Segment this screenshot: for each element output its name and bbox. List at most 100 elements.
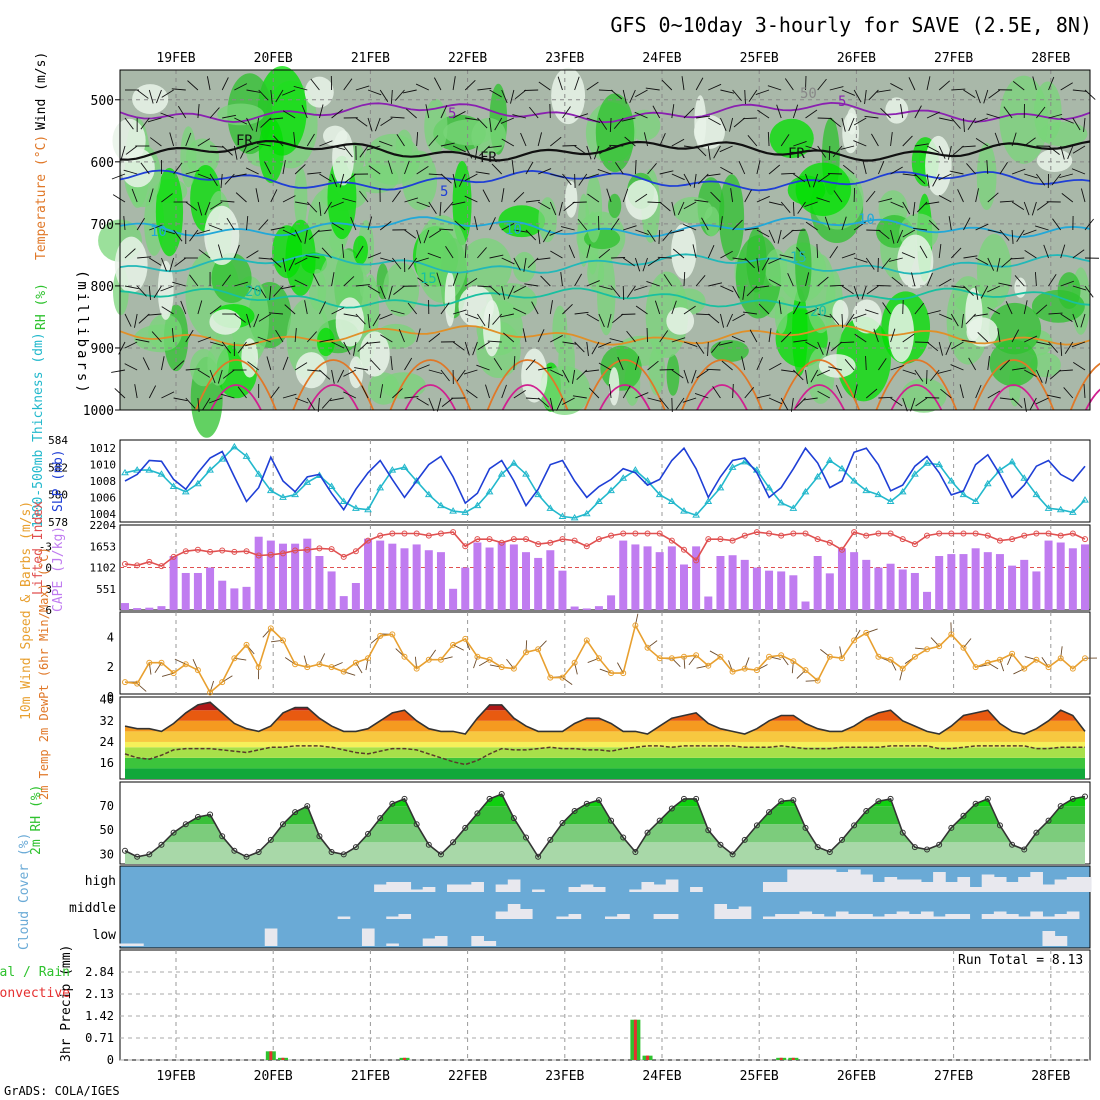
wind-barb <box>708 313 720 324</box>
wind-barb <box>712 386 721 399</box>
dry-blob <box>925 135 952 196</box>
wind-barb <box>986 160 989 175</box>
wind-barb <box>380 117 393 127</box>
cape-bar <box>473 542 482 610</box>
lifted-index-line-point <box>851 529 858 536</box>
wind-speed-line-point <box>632 622 639 629</box>
cape-bar <box>266 540 275 610</box>
wind-barb <box>331 109 343 119</box>
wind-barb <box>452 173 457 188</box>
wind-barb <box>452 76 456 91</box>
cloud-block <box>762 916 776 919</box>
wind-barb <box>902 229 916 238</box>
wind-speed-line-point <box>620 670 627 677</box>
wind-barb <box>428 201 437 214</box>
wind-barb <box>343 671 356 676</box>
wind-barb <box>390 309 405 315</box>
wind-barb <box>756 229 770 238</box>
wind-barb <box>635 89 648 98</box>
wind-barb <box>343 78 353 91</box>
lifted-index-line-point <box>207 548 214 555</box>
cloud-block <box>981 914 995 919</box>
wind-barb <box>491 163 503 175</box>
wind-barb <box>642 257 648 272</box>
cloud-block <box>896 911 910 919</box>
wind-barb <box>796 246 806 259</box>
temp-contour-spike <box>210 384 262 411</box>
wind-barb <box>947 145 952 160</box>
cloud-block <box>495 911 509 919</box>
lifted-index-line-point <box>498 539 505 546</box>
chart-title: GFS 0~10day 3-hourly for SAVE (2.5E, 8N) <box>610 13 1092 37</box>
slp-y-tick: 1012 <box>90 442 117 455</box>
wind-barb <box>574 662 578 675</box>
wind-barb <box>174 257 187 267</box>
precip-y-axis: 2.842.131.420.710 <box>85 965 114 1067</box>
wind-barb <box>683 369 689 384</box>
credit-text: GrADS: COLA/IGES <box>4 1084 120 1098</box>
wind-barb <box>861 285 867 300</box>
precip-bar-convective <box>779 1057 783 1060</box>
wind-barb <box>489 217 496 231</box>
wind-barb <box>510 89 515 104</box>
cloud-block <box>264 928 278 946</box>
wind-barb <box>767 85 782 91</box>
wind-barb <box>367 89 382 96</box>
wind-barb <box>284 657 296 665</box>
wind-barb <box>779 254 794 259</box>
precip-y-tick: 2.13 <box>85 987 114 1001</box>
lifted-index-line-point <box>413 530 420 537</box>
wind-barb <box>391 190 401 203</box>
wind-barb <box>792 104 799 119</box>
wind-barb <box>865 257 875 270</box>
cape-bar <box>959 554 968 610</box>
wind-barb <box>683 201 697 210</box>
dry-blob <box>671 223 697 279</box>
wind-barb <box>379 313 393 320</box>
wind-barb <box>816 369 830 377</box>
wind-barb <box>756 357 764 371</box>
wind-barb <box>482 189 490 203</box>
cape-bar <box>643 546 652 610</box>
wind-barb <box>245 145 259 153</box>
wind-barb <box>294 397 309 404</box>
temp-line <box>124 701 1086 735</box>
thickness-line-point <box>607 486 615 494</box>
wind-barb <box>987 662 999 670</box>
cape-bar <box>716 556 725 610</box>
wind-barb <box>951 285 966 289</box>
wind-barb <box>196 229 211 235</box>
wind-barb <box>1063 387 1074 399</box>
lifted-index-line-point <box>1033 530 1040 537</box>
wind-barb <box>208 397 223 404</box>
wind-barb <box>464 145 473 159</box>
rh-line-point <box>377 815 384 822</box>
lifted-index-line-point <box>304 546 311 553</box>
cloud-block <box>459 884 472 892</box>
wind-barb <box>237 386 247 399</box>
wind-barb <box>1006 653 1013 665</box>
wind-y-tick: 0 <box>107 690 114 704</box>
rh-line-point <box>1057 803 1064 810</box>
wind-barb <box>721 360 733 371</box>
wind-speed-line-point <box>790 658 797 665</box>
wind-barb <box>187 80 199 91</box>
wind-barb <box>878 198 893 203</box>
wind-ylabel: 10m Wind Speed & Barbs (m/s) <box>19 501 34 720</box>
cloud-block <box>969 887 983 892</box>
wind-barb <box>706 173 721 177</box>
wind-barb <box>366 341 381 344</box>
wind-speed-line-point <box>450 641 457 648</box>
wind-speed-line-point <box>766 653 773 660</box>
slp-y-tick: 1010 <box>90 459 117 472</box>
rh-line-point <box>863 807 870 814</box>
wind-barb <box>331 662 343 668</box>
wind-barb <box>937 369 952 374</box>
wind-barb <box>671 173 685 181</box>
wind-barb <box>578 173 588 186</box>
cape-bar <box>522 552 531 610</box>
date-label-bottom: 24FEB <box>642 1069 681 1084</box>
wind-barb <box>465 389 478 399</box>
wind-barb <box>489 285 501 296</box>
